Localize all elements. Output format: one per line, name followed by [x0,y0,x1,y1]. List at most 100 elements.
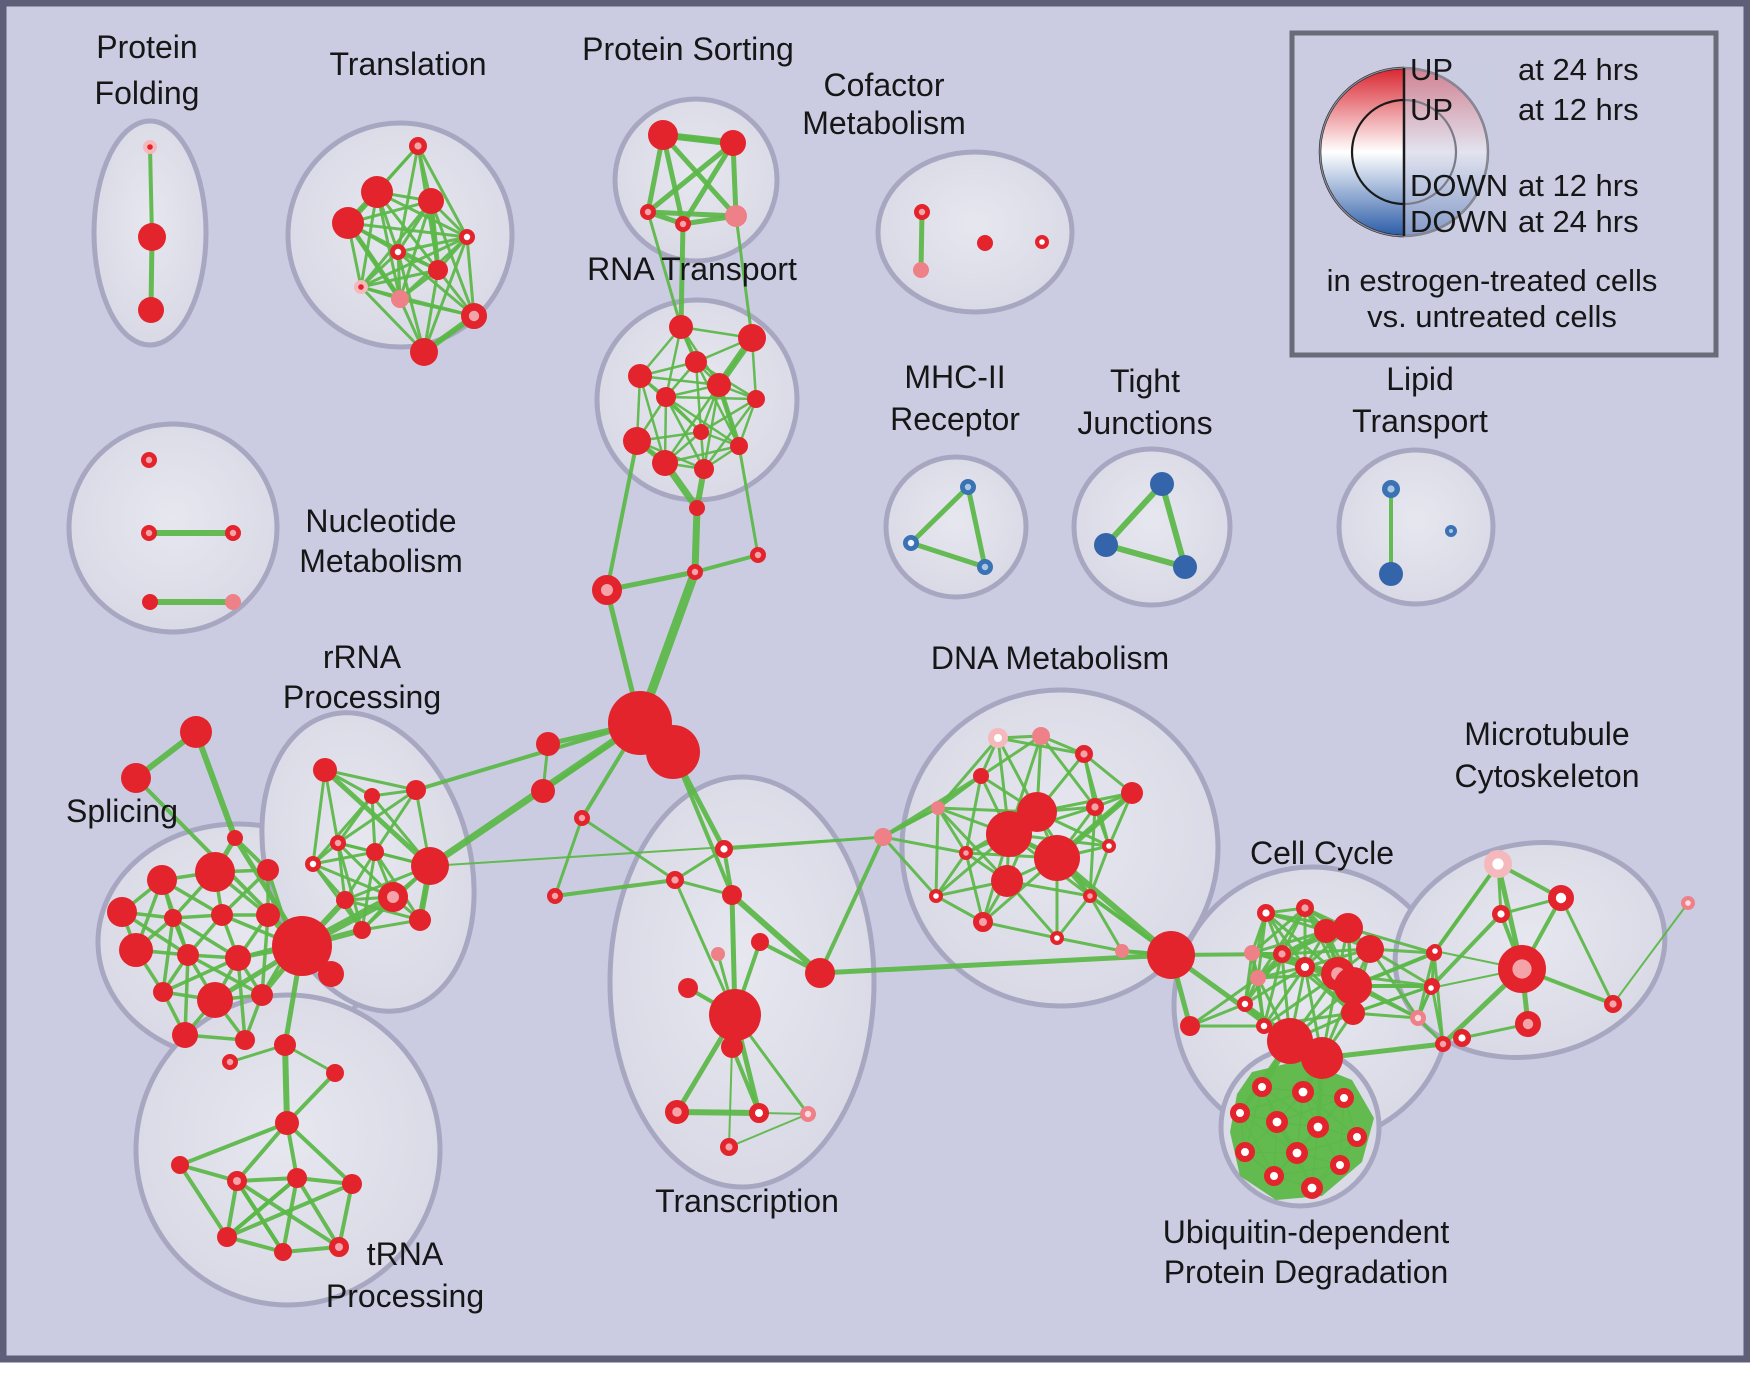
edge-dna-metabolism [1088,894,1124,953]
edge-ubiquitin-degradation [1244,1086,1263,1153]
node-cell-cycle [1256,1018,1273,1035]
edge-translation [396,144,420,254]
edge-protein-sorting [660,132,739,219]
cluster-label-cofactor-metabolism: Metabolism [802,105,966,141]
node-ubiquitin-degradation [1292,1081,1315,1104]
edge-protein-sorting [645,140,736,215]
node-trna-processing [227,1171,247,1191]
edge-cofactor-metabolism [918,209,925,273]
edge-hub [693,553,760,574]
edge-mhc-ii-receptor [965,484,988,570]
cluster-label-lipid-transport: Lipid [1386,361,1454,397]
node-splicing [164,909,182,927]
node-transcription [751,933,769,951]
node-dna-metabolism [1034,835,1080,881]
edge-protein-folding [148,145,154,239]
node-splicing [180,716,212,748]
node-ubiquitin-degradation [1307,1116,1330,1139]
node-nucleotide-metabolism [224,525,241,542]
edge-cell-cycle [1250,929,1328,955]
node-splicing [211,904,233,926]
legend-time: at 24 hrs [1518,52,1639,87]
legend-time: at 12 hrs [1518,168,1639,203]
legend-time: at 12 hrs [1518,92,1639,127]
node-transcription [666,871,685,890]
node-rrna-processing [411,847,449,885]
node-rna-transport [707,373,731,397]
node-nucleotide-metabolism [140,525,157,542]
edge-link-rna-transport-hub [737,444,760,557]
node-dna-metabolism [991,865,1023,897]
node-rna-transport [747,390,765,408]
edge-trna-processing [235,1121,289,1183]
edge-transcription [728,1113,809,1148]
node-translation [332,207,364,239]
edge-trna-processing [295,1176,341,1249]
edge-trna-processing [225,1176,299,1239]
edge-trna-processing [235,1179,341,1249]
node-hub [689,500,705,516]
edge-trna-processing [285,1121,354,1186]
node-cell-cycle [1341,1001,1365,1025]
node-cofactor-metabolism [914,203,931,220]
node-transcription [547,888,564,905]
node-dna-metabolism [874,828,892,846]
node-splicing [251,984,273,1006]
node-transcription [715,840,734,859]
cluster-label-tight-junctions: Junctions [1077,405,1212,441]
node-trna-processing [275,1111,299,1135]
edge-protein-sorting [645,209,739,219]
node-transcription [805,958,835,988]
edge-trna-processing [235,1179,285,1254]
node-dna-metabolism [986,811,1032,857]
node-rna-transport [738,324,766,352]
node-dna-metabolism [928,888,943,903]
node-hub [272,916,332,976]
cluster-label-mhc-ii-receptor: MHC-II [904,359,1005,395]
node-splicing [153,982,173,1002]
edge-cell-cycle [1368,947,1420,1020]
node-protein-folding [138,297,164,323]
cluster-bubble-tight-junctions [1071,446,1233,608]
node-hub [531,779,555,803]
edge-translation [346,221,469,239]
edge-link-transcription-dna-metabolism [817,952,1174,976]
node-mhc-ii-receptor [960,478,977,495]
node-splicing [257,859,279,881]
node-microtubule-cytoskeleton [1680,895,1695,910]
node-protein-sorting [675,215,692,232]
cluster-label-protein-folding: Protein [96,29,197,65]
node-cell-cycle [1180,1016,1200,1036]
cluster-label-rrna-processing: Processing [283,679,441,715]
node-protein-sorting [720,130,746,156]
node-rna-transport [694,459,714,479]
legend-footer: in estrogen-treated cells [1327,263,1658,298]
legend-time: at 24 hrs [1518,204,1639,239]
edge-cell-cycle [1430,984,1445,1046]
edge-ubiquitin-degradation [1239,1112,1298,1154]
node-hub [646,725,700,779]
node-protein-sorting [640,203,657,220]
cluster-label-splicing: Splicing [66,793,178,829]
node-trna-processing [329,1237,349,1257]
edge-trna-processing [178,1163,229,1239]
cluster-label-nucleotide-metabolism: Metabolism [299,543,463,579]
cluster-label-microtubule-cytoskeleton: Microtubule [1464,716,1629,752]
node-rrna-processing [353,921,371,939]
node-cell-cycle [1250,970,1266,986]
node-cell-cycle [1256,904,1275,923]
node-microtubule-cytoskeleton [1497,945,1546,994]
node-cell-cycle [1267,1018,1313,1064]
cluster-bubble-transcription [607,774,877,1190]
node-splicing [197,982,233,1018]
node-dna-metabolism [1049,930,1064,945]
node-rrna-processing [378,882,408,912]
edge-rrna-processing [311,850,377,866]
node-rna-transport [730,437,748,455]
node-ubiquitin-degradation [1266,1111,1289,1134]
node-trna-processing [287,1168,307,1188]
node-ubiquitin-degradation [1301,1177,1324,1200]
node-rna-transport [628,364,652,388]
edge-microtubule-cytoskeleton [1612,902,1689,1005]
